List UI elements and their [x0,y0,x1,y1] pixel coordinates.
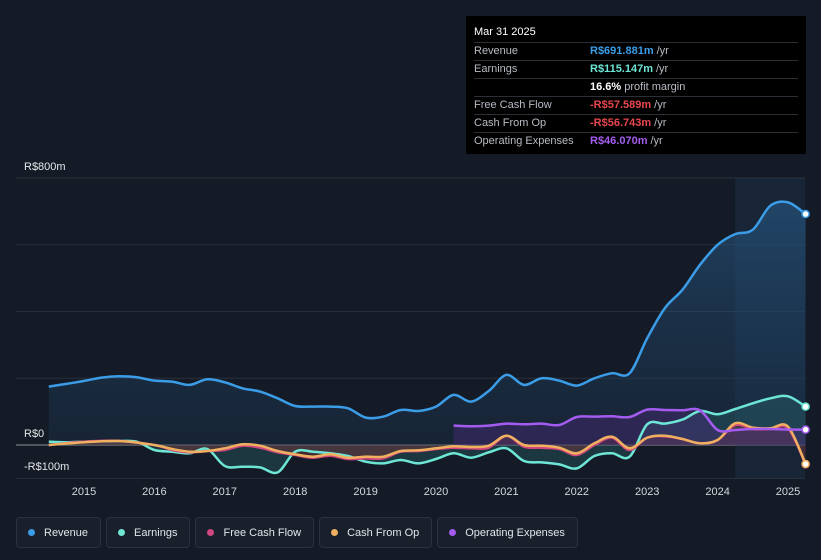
tooltip-row: Free Cash Flow -R$57.589m/yr [474,97,798,115]
legend-dot-icon [118,529,126,536]
tooltip-row: Cash From Op -R$56.743m/yr [474,115,798,133]
tooltip-row-value: 16.6% [590,81,622,93]
revenue-area [48,201,806,445]
x-tick-label: 2016 [142,486,166,498]
legend-label: Earnings [134,526,178,539]
earnings-end-marker [801,402,810,411]
tooltip-row-value: R$691.881m [590,45,654,57]
tooltip-row-label: Revenue [474,45,519,57]
tooltip-row-value: R$46.070m [590,135,648,147]
legend-label: Operating Expenses [465,526,565,539]
legend-label: Revenue [44,526,89,539]
x-tick-label: 2024 [705,486,729,498]
revenue-end-marker [801,209,810,219]
x-tick-label: 2019 [353,486,377,498]
tooltip-row: Earnings R$115.147m/yr [474,61,798,79]
operating-expenses-end-marker [801,425,810,434]
legend-item-cash-from-op[interactable]: Cash From Op [319,517,433,548]
tooltip-row-unit: /yr [650,135,663,147]
legend-item-revenue[interactable]: Revenue [16,517,102,548]
y-label-zero: R$0 [24,428,44,440]
cash-from-op-area [48,422,806,464]
tooltip-row-unit: /yr [654,99,667,111]
revenue-line [48,200,807,420]
x-tick-label: 2020 [424,486,448,498]
legend-dot-icon [331,529,339,536]
data-tooltip: Mar 31 2025 Revenue R$691.881m/yr Earnings… [466,16,806,154]
tooltip-row-unit: /yr [656,45,669,57]
tooltip-row-label [474,79,590,96]
operating-expenses-area [453,408,806,445]
tooltip-row-label: Operating Expenses [474,135,574,147]
tooltip-row: Operating Expenses R$46.070m/yr [474,133,798,150]
cash-from-op-line [48,421,807,465]
legend-label: Cash From Op [347,526,420,539]
tooltip-row-unit: /yr [656,63,669,75]
tooltip-row-label: Cash From Op [474,117,547,129]
tooltip-row-value: R$115.147m [590,63,653,75]
tooltip-row-label: Earnings [474,63,518,75]
tooltip-date: Mar 31 2025 [474,24,798,43]
tooltip-row: Revenue R$691.881m/yr [474,43,798,61]
x-tick-label: 2021 [494,486,518,498]
legend-dot-icon [28,529,35,536]
cash-from-op-end-marker [801,459,810,469]
operating-expenses-line [453,407,806,433]
tooltip-row: 16.6% profit margin [474,79,798,97]
legend-dot-icon [207,529,215,536]
tooltip-row-value: -R$56.743m [590,117,652,129]
x-tick-label: 2022 [565,486,589,498]
x-tick-label: 2018 [283,486,307,498]
y-label-bottom: -R$100m [24,461,69,473]
x-tick-label: 2017 [213,486,237,498]
x-tick-label: 2025 [776,486,800,498]
x-tick-label: 2023 [635,486,659,498]
tooltip-row-value: -R$57.589m [590,99,652,111]
legend-item-free-cash-flow[interactable]: Free Cash Flow [195,517,315,548]
chart-legend: Revenue Earnings Free Cash Flow Cash From O… [16,517,578,548]
x-tick-label: 2015 [72,486,96,498]
chart-area: 2015 2016 2017 2018 2019 2020 2021 2022 2023 2024… [16,161,810,498]
tooltip-row-unit: /yr [654,117,667,129]
legend-item-operating-expenses[interactable]: Operating Expenses [437,517,578,548]
tooltip-row-unit: profit margin [624,81,686,93]
legend-dot-icon [449,529,457,536]
legend-label: Free Cash Flow [223,526,302,539]
legend-item-earnings[interactable]: Earnings [106,517,191,548]
y-label-top: R$800m [24,161,66,173]
tooltip-row-label: Free Cash Flow [474,99,552,111]
